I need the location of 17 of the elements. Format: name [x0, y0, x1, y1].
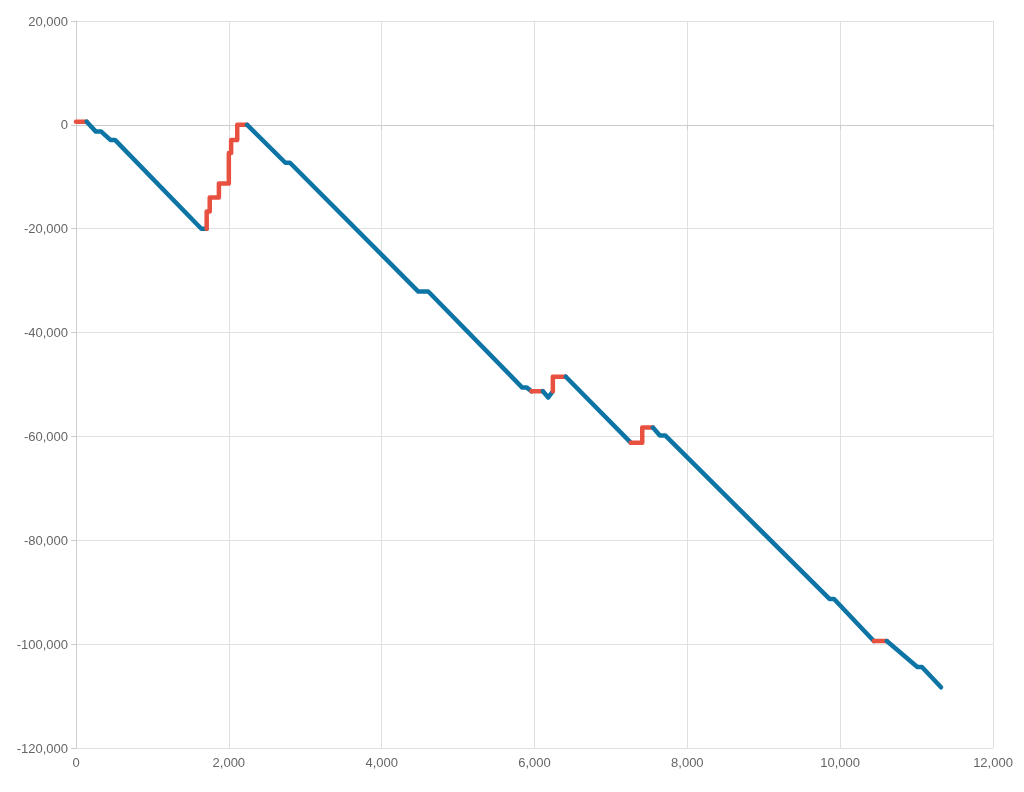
y-tick-label: -60,000 [23, 428, 68, 444]
x-tick-label: 0 [72, 755, 80, 770]
y-tick-label: 0 [60, 117, 68, 133]
x-tick-label: 4,000 [365, 755, 398, 770]
y-tick-label: 20,000 [28, 13, 68, 29]
x-tick-label: 2,000 [212, 755, 246, 770]
line-series [244, 122, 534, 394]
y-tick-label: -80,000 [23, 532, 68, 548]
x-tick-label: 12,000 [973, 755, 1013, 770]
x-tick-label: 6,000 [518, 755, 551, 770]
y-tick-label: -100,000 [16, 636, 68, 652]
y-tick-label: -120,000 [16, 740, 68, 756]
y-tick-label: -20,000 [23, 221, 68, 237]
x-tick-label: 10,000 [820, 755, 861, 770]
line-series [650, 425, 877, 644]
y-tick-label: -40,000 [23, 325, 68, 341]
x-tick-label: 8,000 [671, 755, 704, 770]
